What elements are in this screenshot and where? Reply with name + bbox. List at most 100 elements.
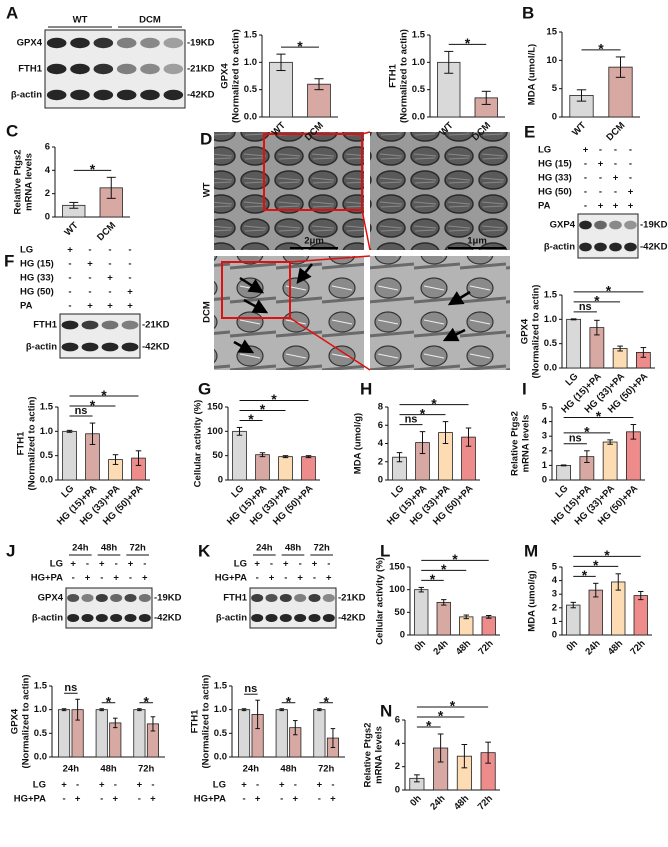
panel-label: F	[4, 251, 14, 270]
error-bar	[89, 422, 96, 445]
x-tick-label: 48h	[454, 638, 473, 657]
y-tick-label: 0.5	[244, 84, 258, 95]
treatment-sign: -	[629, 173, 632, 184]
y-axis-label: (Normalized to actin)	[21, 675, 32, 769]
treatment-sign: +	[99, 559, 105, 570]
panel-label: D	[200, 129, 212, 148]
band	[322, 594, 335, 602]
treatment-sign: -	[100, 794, 103, 805]
band	[294, 594, 307, 602]
protein-label: GXP4	[550, 220, 576, 231]
error-bar	[570, 601, 576, 609]
y-axis-label: (Normalized to actin)	[201, 675, 212, 769]
band	[46, 89, 67, 101]
y-tick-label: 50	[394, 607, 405, 618]
band	[594, 242, 607, 252]
row-label: DCM	[202, 301, 213, 323]
error-bar	[463, 614, 469, 620]
y-tick-label: 0.0	[544, 363, 557, 374]
treatment-label: HG+PA	[194, 794, 226, 805]
scale-bar-label: 2μm	[304, 236, 324, 247]
error-bar	[584, 450, 590, 463]
x-tick-label: 0h	[413, 638, 429, 654]
band	[308, 614, 321, 622]
treatment-sign: +	[99, 780, 105, 791]
treatment-sign: -	[129, 573, 132, 584]
x-tick-label: 0h	[408, 793, 424, 809]
treatment-sign: +	[67, 245, 73, 256]
treatment-sign: +	[87, 259, 93, 270]
y-axis-label: (Normalized to actin)	[399, 29, 410, 123]
blot	[577, 213, 639, 259]
group-label: 48h	[101, 543, 118, 554]
treatment-sign: -	[68, 301, 71, 312]
x-tick-label: 72h	[318, 764, 335, 775]
error-bar	[279, 708, 284, 712]
bar	[566, 318, 582, 369]
band	[101, 320, 119, 330]
blot	[44, 29, 186, 109]
treatment-sign: -	[614, 187, 617, 198]
treatment-sign: -	[242, 794, 245, 805]
treatment-sign: +	[107, 273, 113, 284]
error-bar	[617, 345, 623, 352]
treatment-sign: -	[108, 287, 111, 298]
band	[279, 594, 292, 602]
band	[81, 320, 99, 330]
error-bar	[241, 708, 247, 712]
x-tick-label: 24h	[243, 764, 260, 775]
y-tick-label: 0.0	[34, 752, 47, 763]
y-tick-label: 6	[395, 715, 400, 726]
error-bar	[465, 427, 472, 447]
error-bar	[419, 431, 426, 455]
band	[140, 63, 160, 75]
treatment-label: LG	[234, 559, 247, 570]
band	[121, 320, 139, 330]
treatment-sign: +	[326, 573, 332, 584]
treatment-sign: +	[628, 187, 634, 198]
significance-label: *	[604, 547, 610, 563]
y-axis-label: Relative Ptgs2	[363, 723, 374, 788]
y-axis-label: GPX4	[220, 63, 231, 89]
y-tick-label: 4	[45, 165, 51, 176]
treatment-sign: -	[327, 559, 330, 570]
band	[251, 594, 264, 602]
treatment-label: LG	[50, 559, 63, 570]
x-tick-label: 72h	[628, 638, 647, 657]
treatment-sign: -	[68, 259, 71, 270]
treatment-sign: +	[128, 559, 134, 570]
treatment-sign: +	[312, 559, 318, 570]
panel-label: J	[6, 541, 15, 560]
treatment-sign: -	[256, 780, 259, 791]
treatment-label: HG (33)	[20, 273, 54, 284]
band	[116, 63, 137, 75]
y-tick-label: 0.5	[544, 338, 558, 349]
y-axis-label: FTH1	[190, 709, 201, 733]
treatment-sign: +	[75, 794, 81, 805]
band	[163, 37, 184, 49]
error-bar	[259, 452, 266, 458]
y-tick-label: 1.5	[214, 681, 228, 692]
treatment-sign: -	[584, 201, 587, 212]
significance-label: *	[594, 293, 600, 309]
treatment-sign: +	[598, 201, 604, 212]
panel-label: L	[380, 541, 390, 560]
y-tick-label: 0.0	[214, 752, 227, 763]
treatment-sign: -	[151, 780, 154, 791]
treatment-label: PA	[538, 201, 551, 212]
error-bar	[112, 454, 119, 465]
x-tick-label: DCM	[604, 120, 627, 143]
band	[624, 242, 637, 252]
error-bar	[61, 708, 67, 712]
zoom-line	[361, 209, 371, 251]
significance-label: *	[260, 401, 266, 417]
arrow	[296, 263, 313, 284]
band	[140, 89, 160, 101]
y-axis-label: Relative Ptgs2	[510, 411, 521, 476]
band	[163, 89, 184, 101]
y-axis-label: GPX4	[10, 708, 21, 734]
treatment-sign: -	[108, 245, 111, 256]
treatment-sign: -	[299, 559, 302, 570]
treatment-sign: +	[330, 794, 336, 805]
x-tick-label: 72h	[476, 638, 495, 657]
